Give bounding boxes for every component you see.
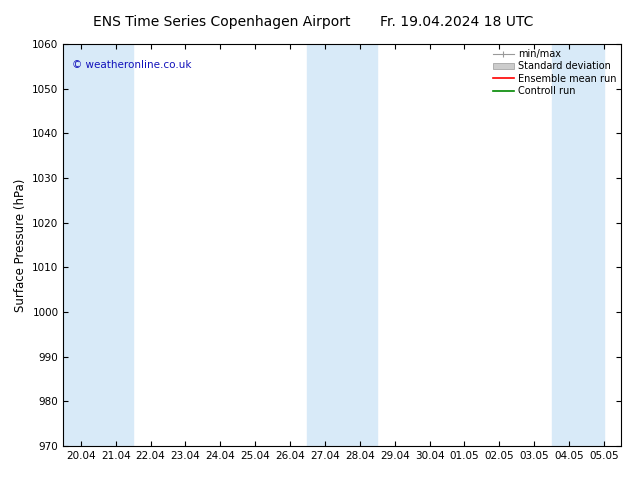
Text: Fr. 19.04.2024 18 UTC: Fr. 19.04.2024 18 UTC [380, 15, 533, 29]
Y-axis label: Surface Pressure (hPa): Surface Pressure (hPa) [14, 178, 27, 312]
Bar [63, 44, 98, 446]
Text: © weatheronline.co.uk: © weatheronline.co.uk [72, 60, 191, 70]
Legend: min/max, Standard deviation, Ensemble mean run, Controll run: min/max, Standard deviation, Ensemble me… [491, 47, 618, 98]
Bar [342, 44, 377, 446]
Bar [552, 44, 604, 446]
Bar [98, 44, 133, 446]
Text: ENS Time Series Copenhagen Airport: ENS Time Series Copenhagen Airport [93, 15, 351, 29]
Bar [307, 44, 342, 446]
